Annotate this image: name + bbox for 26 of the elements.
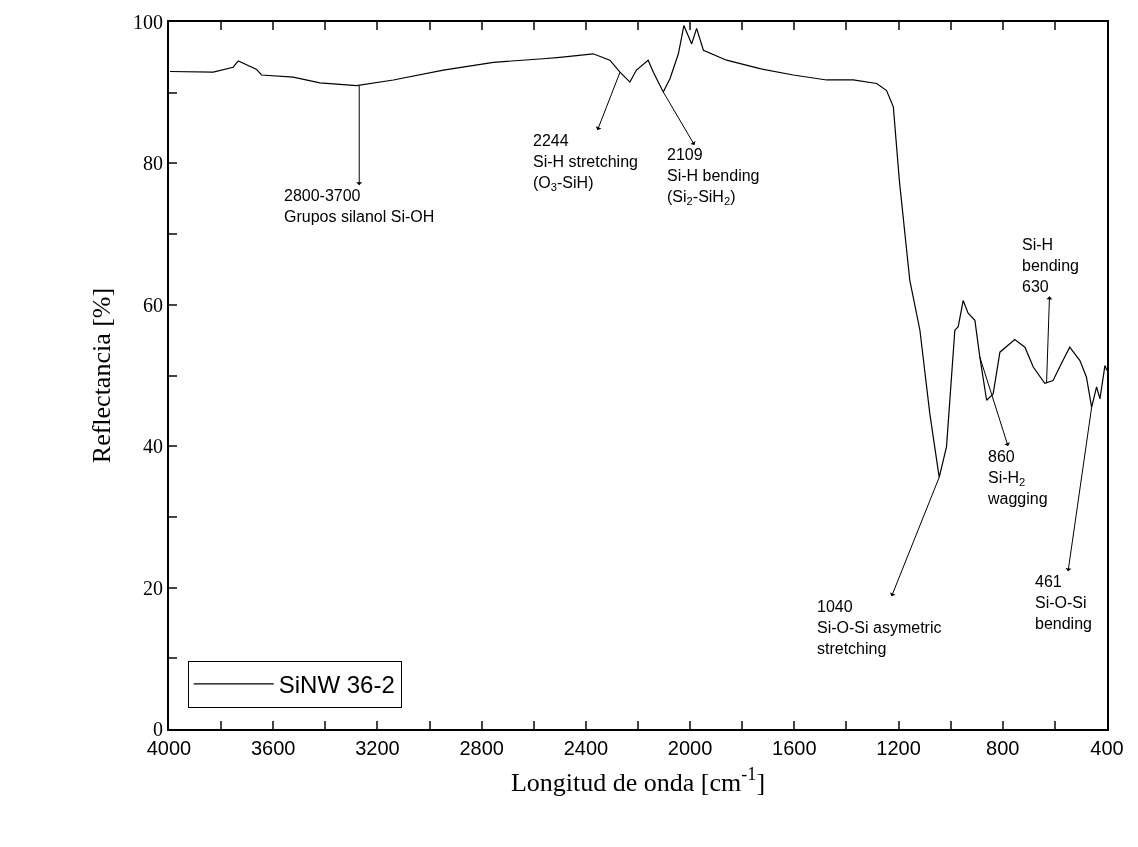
x-tick-label: 800 [986, 737, 1020, 759]
annotation: 1040 Si-O-Si asymetric stretching [817, 598, 942, 657]
y-tick-label: 100 [133, 11, 163, 33]
x-tick-label: 3600 [250, 737, 296, 759]
x-tick-label: 1200 [876, 737, 921, 759]
legend-label: SiNW 36-2 [278, 671, 395, 699]
x-tick-label: 2800 [459, 737, 504, 759]
x-tick-label: 2400 [563, 737, 609, 759]
annotation: 2800-3700 Grupos silanol Si-OH [284, 187, 435, 225]
y-tick-label: 0 [153, 718, 163, 740]
y-tick-label: 40 [143, 435, 163, 458]
y-tick-label: 60 [143, 293, 163, 316]
annotation: 2244 Si-H stretching (O$_{3}$-SiH) [533, 132, 638, 193]
y-tick-label: 80 [143, 152, 163, 175]
annotation: 2109 Si-H bending (Si$_{2}$-SiH$_{2}$) [667, 146, 760, 207]
annotation: Si-H bending 630 [1022, 236, 1079, 295]
x-tick-label: 4000 [146, 737, 192, 759]
x-tick-label: 2000 [667, 737, 713, 759]
annotation: 860 Si-H$_{2}$ wagging [987, 448, 1048, 507]
y-axis-title: Reflectancia [%] [86, 287, 116, 464]
x-tick-label: 1600 [772, 737, 817, 759]
x-tick-label: 400 [1090, 737, 1124, 759]
annotation: 461 Si-O-Si bending [1035, 573, 1092, 632]
x-axis-title: Longitud de onda [cm$^{-1}$] [510, 764, 766, 798]
x-tick-label: 3200 [355, 737, 400, 759]
y-tick-label: 20 [143, 576, 163, 599]
